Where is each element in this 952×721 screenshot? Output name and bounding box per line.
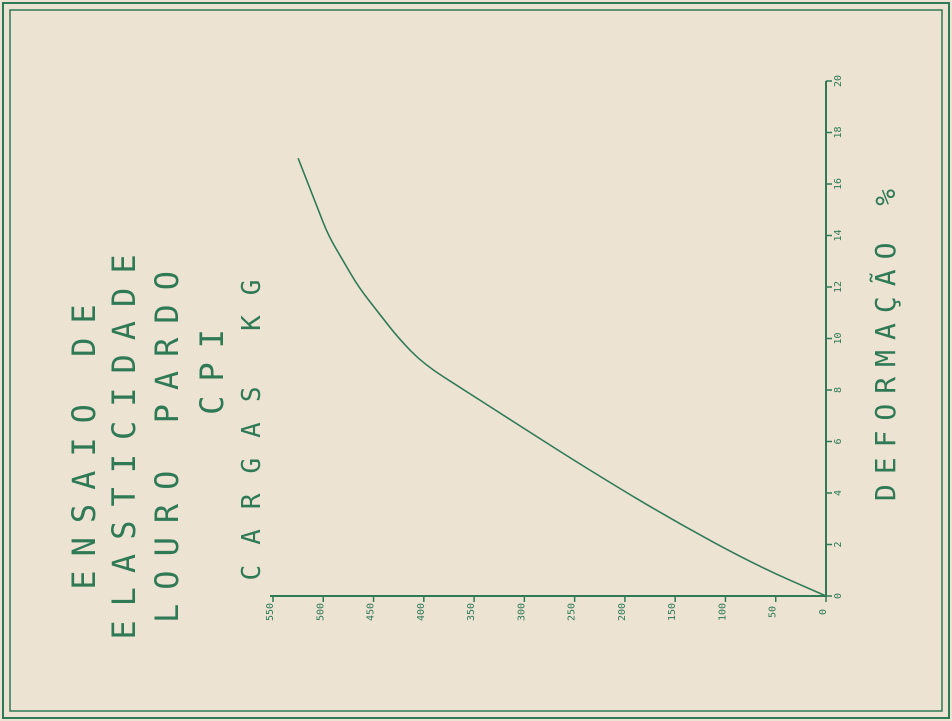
- x-tick-label: 4: [833, 490, 844, 496]
- series-line: [297, 157, 827, 597]
- x-tick-label: 2: [833, 541, 844, 547]
- y-tick-label: 50: [768, 606, 779, 618]
- y-tick-label: 250: [567, 603, 578, 621]
- y-tick-label: 500: [315, 603, 326, 621]
- x-tick-label: 14: [833, 229, 844, 241]
- y-tick-label: 150: [667, 603, 678, 621]
- y-tick-label: 400: [416, 603, 427, 621]
- x-tick-label: 6: [833, 438, 844, 444]
- chart-title: ENSAIO DE ELASTICIDADE LOURO PARDO CPI: [65, 240, 231, 639]
- x-tick-label: 16: [833, 178, 844, 190]
- y-tick-label: 300: [516, 603, 527, 621]
- title-line-2: ELASTICIDADE: [105, 240, 143, 639]
- title-line-1: ENSAIO DE: [65, 290, 103, 589]
- inner-border: [9, 9, 943, 712]
- x-tick-label: 0: [833, 593, 844, 599]
- y-tick-label: 350: [466, 603, 477, 621]
- title-line-3: LOURO PARDO: [148, 257, 186, 623]
- title-line-4: CPI: [193, 315, 231, 415]
- x-tick-label: 18: [833, 126, 844, 138]
- y-axis-label: CARGAS KG: [237, 260, 267, 581]
- y-tick-label: 200: [617, 603, 628, 621]
- y-tick-label: 550: [265, 603, 276, 621]
- y-tick-label: 100: [717, 603, 728, 621]
- y-tick-label: 0: [818, 609, 829, 615]
- x-tick-label: 12: [833, 281, 844, 293]
- x-axis-label: DEFORMAÇÃO %: [869, 179, 902, 501]
- x-tick-label: 10: [833, 332, 844, 344]
- y-tick-label: 450: [366, 603, 377, 621]
- x-tick-label: 20: [833, 75, 844, 87]
- x-tick-label: 8: [833, 387, 844, 393]
- data-series: [297, 157, 827, 597]
- axis-ticks: 0246810121416182005010015020025030035040…: [265, 75, 844, 621]
